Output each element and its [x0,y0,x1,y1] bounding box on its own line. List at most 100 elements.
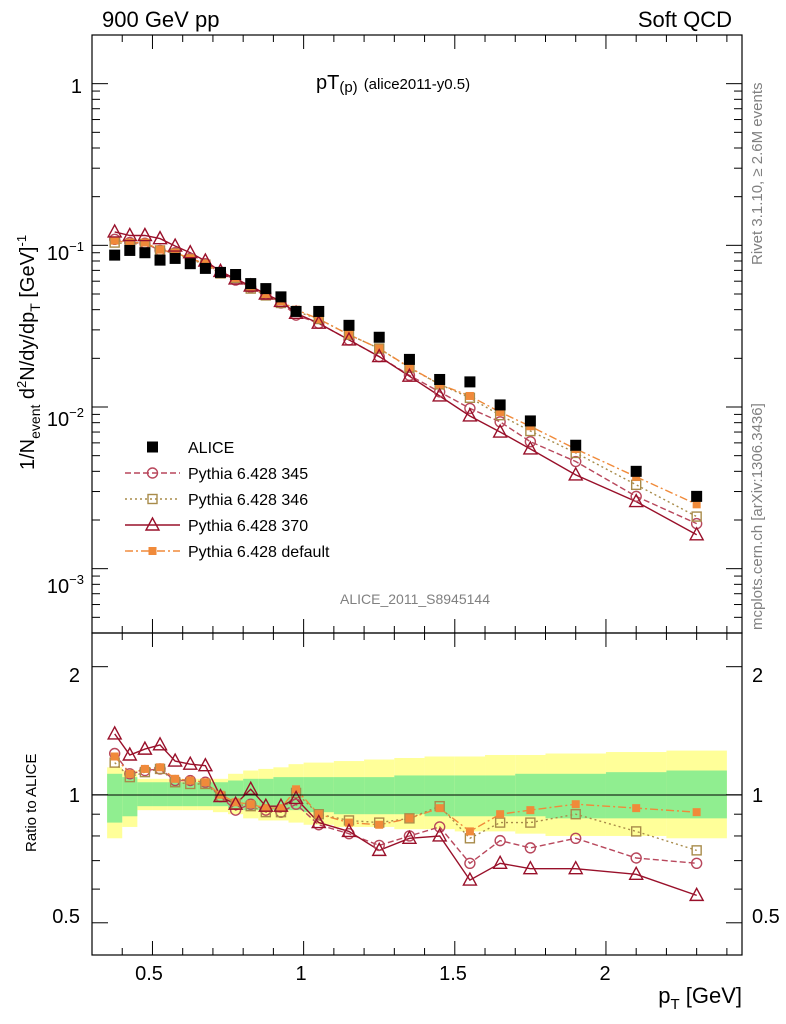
ratio-point-pythia-6-428-370 [273,797,289,812]
ratio-point-pythia-6-428-370 [137,740,153,755]
point-alice [184,258,196,270]
point-pythia-6-428-default [125,238,134,247]
point-alice [570,439,582,451]
ratio-point-pythia-6-428-370 [288,789,304,805]
ratio-tick-label-1-right: 1 [752,785,763,807]
ratio-point-pythia-6-428-370 [688,886,705,902]
point-pythia-6-428-370 [492,423,508,438]
x-tick-label-2: 2 [599,963,610,985]
ratio-point-pythia-6-428-default [405,814,414,823]
stat-band-segment [333,777,365,815]
ratio-point-pythia-6-428-default [246,800,255,809]
point-pythia-6-428-default [171,248,180,257]
rivet-version-label: Rivet 3.1.10, ≥ 2.6M events [749,83,766,266]
point-pythia-6-428-345 [494,416,506,428]
ratio-point-pythia-6-428-default [526,806,535,815]
point-pythia-6-428-345 [630,490,642,503]
ratio-point-pythia-6-428-370 [431,827,448,842]
point-alice [373,331,385,343]
ratio-point-pythia-6-428-346 [313,809,324,820]
ratio-point-pythia-6-428-default [110,752,119,761]
point-alice [139,247,151,259]
point-alice [403,353,415,365]
ratio-point-pythia-6-428-370 [492,854,508,869]
header-category-label: Soft QCD [638,7,732,32]
ratio-point-pythia-6-428-default [276,804,285,813]
ratio-point-pythia-6-428-345 [494,834,506,847]
point-pythia-6-428-345 [464,402,476,415]
ratio-point-pythia-6-428-345 [433,821,446,833]
stat-band-segment [454,775,486,817]
ratio-point-pythia-6-428-370 [628,865,644,881]
ratio-point-pythia-6-428-370 [106,725,123,740]
legend-marker-pythia-6-428-346 [147,493,158,505]
point-pythia-6-428-default [140,238,149,247]
ratio-point-pythia-6-428-345 [690,857,703,869]
ratio-point-pythia-6-428-default [261,804,270,813]
legend-marker-pythia-6-428-345 [146,467,159,479]
analysis-watermark: ALICE_2011_S8945144 [340,591,490,607]
point-alice [313,305,325,317]
point-alice [290,305,302,317]
ratio-point-pythia-6-428-345 [373,839,385,852]
point-alice [169,252,181,264]
y-tick-label-1: 1 [71,76,82,98]
ratio-point-pythia-6-428-370 [568,860,584,875]
point-pythia-6-428-default [314,315,323,324]
point-pythia-6-428-346 [691,511,702,522]
ratio-point-pythia-6-428-346 [691,845,702,856]
point-alice [124,244,136,256]
point-pythia-6-428-370 [688,526,705,541]
header-energy-label: 900 GeV pp [102,7,219,32]
ratio-tick-label-2-right: 2 [752,665,763,687]
ratio-point-pythia-6-428-345 [290,798,302,810]
ratio-point-pythia-6-428-default [632,804,641,813]
point-alice [343,319,355,331]
point-alice [275,291,287,303]
point-pythia-6-428-default [156,245,165,254]
ratio-point-pythia-6-428-default [156,763,165,772]
ratio-point-pythia-6-428-345 [630,852,642,864]
ratio-point-pythia-6-428-370 [212,788,229,803]
point-pythia-6-428-346 [630,479,642,491]
point-pythia-6-428-370 [167,237,183,252]
y-axis-label: 1/Nevent d2N/dy/dpT [GeV]-1 [14,235,43,470]
ratio-point-pythia-6-428-default [571,800,580,809]
plot-title: pT(p) (alice2011-y0.5) [316,72,470,96]
point-pythia-6-428-370 [401,367,418,382]
legend-label-pythia-6-428-345: Pythia 6.428 345 [188,466,308,483]
ratio-tick-label-0.5: 0.5 [52,906,80,928]
stat-band-segment [485,775,516,817]
point-pythia-6-428-370 [137,227,153,242]
stat-band-segment [273,777,289,811]
line-pythia-6-428-370 [114,231,698,536]
point-pythia-6-428-default [344,330,353,339]
ratio-point-pythia-6-428-default [292,785,301,794]
point-pythia-6-428-370 [462,407,478,422]
ratio-point-pythia-6-428-default [375,820,384,829]
point-alice [230,269,242,281]
point-alice [524,415,536,427]
y-tick-label-1e-2: 10−2 [47,405,84,431]
stat-band-segment [107,773,123,823]
ratio-tick-label-2: 2 [69,665,80,687]
point-pythia-6-428-370 [371,348,387,363]
point-alice [434,373,446,385]
point-pythia-6-428-370 [122,227,138,242]
ratio-point-pythia-6-428-370 [243,780,259,795]
point-pythia-6-428-370 [182,244,198,259]
ratio-point-pythia-6-428-default [231,798,240,807]
ratio-point-pythia-6-428-346 [404,813,415,824]
ratio-point-pythia-6-428-default [435,804,444,813]
y-tick-label-1e-1: 10−1 [47,239,84,265]
point-alice [245,278,257,290]
mcplots-label: mcplots.cern.ch [arXiv:1306.3436] [749,403,766,630]
point-alice [154,254,166,266]
ratio-tick-label-0.5-right: 0.5 [752,906,780,928]
ratio-point-pythia-6-428-370 [371,841,387,857]
point-pythia-6-428-default [496,408,505,417]
point-pythia-6-428-370 [311,314,327,329]
point-alice [214,266,226,278]
x-tick-label-1.5: 1.5 [439,963,467,985]
